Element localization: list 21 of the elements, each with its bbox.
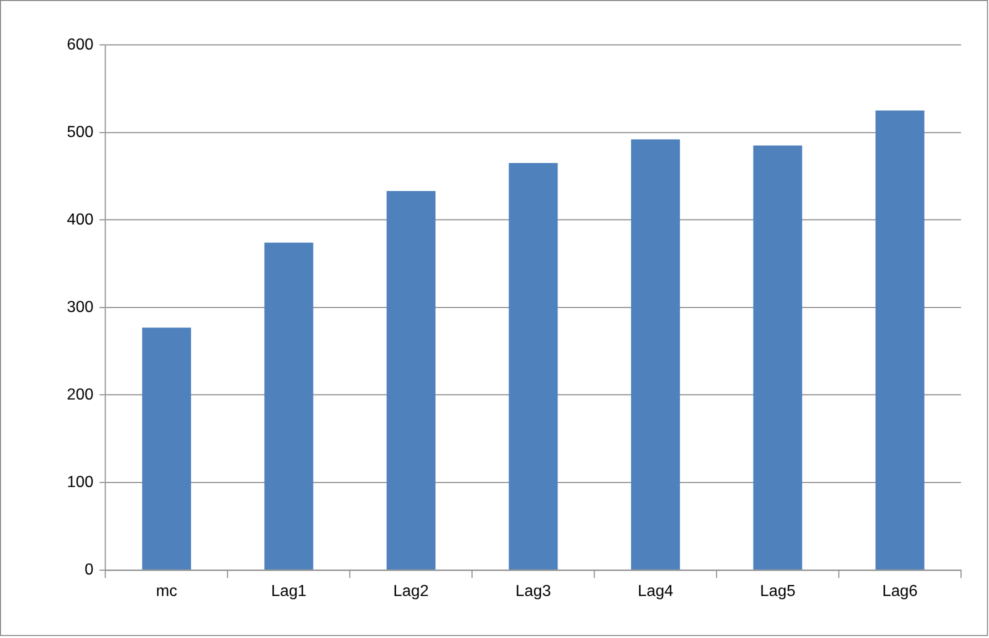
- y-tick-label: 0: [84, 561, 94, 578]
- y-tick-label: 500: [66, 124, 94, 141]
- x-tick-label: Lag2: [393, 582, 429, 600]
- bar: [508, 163, 558, 570]
- x-tick-label: Lag3: [516, 582, 552, 600]
- y-tick-label: 200: [66, 386, 94, 404]
- bar: [264, 242, 314, 570]
- bar: [386, 191, 436, 570]
- x-tick-label: Lag6: [882, 582, 918, 600]
- y-tick-label: 300: [66, 298, 94, 316]
- bar: [753, 146, 802, 570]
- x-tick-label: mc: [156, 582, 178, 600]
- bar: [875, 110, 924, 570]
- y-tick-label: 600: [66, 36, 94, 54]
- bar: [631, 139, 680, 570]
- x-tick-label: Lag5: [760, 582, 796, 600]
- x-tick-label: Lag4: [638, 582, 674, 600]
- y-tick-label: 100: [66, 474, 94, 491]
- x-tick-label: Lag1: [271, 582, 307, 600]
- y-tick-label: 400: [66, 211, 94, 228]
- bar: [142, 328, 192, 570]
